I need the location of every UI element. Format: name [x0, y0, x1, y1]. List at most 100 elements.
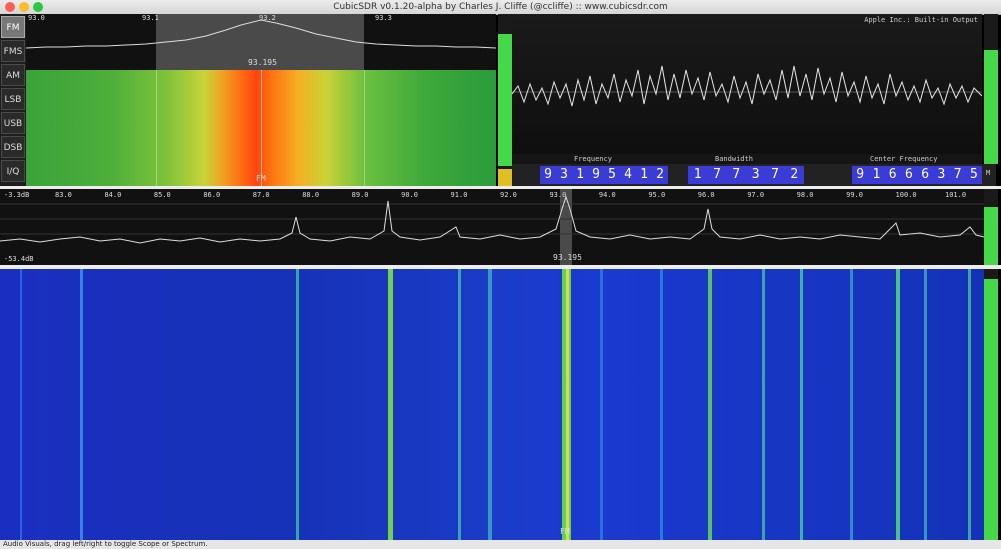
minimize-window-button[interactable] — [19, 2, 29, 12]
center-frequency-digit[interactable]: 5 — [969, 167, 978, 182]
center-frequency-digit[interactable]: 9 — [856, 167, 865, 182]
waterfall-signal-trace — [708, 269, 712, 540]
demod-tick: 93.0 — [28, 14, 45, 22]
frequency-digit[interactable]: 1 — [640, 167, 648, 182]
waterfall-speed-meter[interactable] — [984, 269, 998, 540]
frequency-digit[interactable]: 4 — [624, 167, 632, 182]
frequency-digit[interactable]: 9 — [592, 167, 600, 182]
spectrum-gain-level — [984, 207, 998, 265]
frequency-digit[interactable]: 2 — [656, 167, 664, 182]
spectrum-gain-meter[interactable] — [984, 189, 998, 265]
frequency-axis-tick: 89.0 — [351, 191, 369, 199]
squelch-indicator — [498, 169, 512, 186]
frequency-axis-tick: 100.0 — [895, 191, 917, 199]
waterfall-signal-trace — [896, 269, 900, 540]
status-bar: Audio Visuals, drag left/right to toggle… — [0, 540, 1001, 549]
bandwidth-digit[interactable]: 7 — [713, 167, 721, 182]
frequency-axis-tick: 83.0 — [55, 191, 72, 199]
spectrum-frequency-label: 93.195 — [553, 253, 582, 262]
main-waterfall[interactable]: FM — [0, 269, 984, 540]
demod-bandwidth-highlight — [156, 14, 364, 70]
bandwidth-digit[interactable]: 3 — [751, 167, 760, 182]
demod-spectrum-trace — [26, 19, 496, 49]
zoom-window-button[interactable] — [33, 2, 43, 12]
frequency-digit[interactable]: 9 — [544, 167, 552, 182]
splitter-bottom[interactable] — [0, 265, 1001, 269]
frequency-axis-tick: 90.0 — [401, 191, 418, 199]
center-frequency-label: Center Frequency — [870, 155, 938, 163]
close-window-button[interactable] — [5, 2, 15, 12]
active-channel-highlight — [560, 189, 572, 265]
demod-gain-meter[interactable] — [498, 14, 512, 186]
audio-level-meter[interactable] — [984, 14, 998, 164]
frequency-axis-tick: 92.0 — [500, 191, 517, 199]
audio-level-fill — [984, 50, 998, 164]
audio-scope[interactable]: Apple Inc.: Built-in Output — [512, 14, 982, 164]
mode-lsb-button[interactable]: LSB — [1, 88, 25, 110]
waterfall-signal-trace — [388, 269, 393, 540]
demod-waterfall-marker: FM — [256, 174, 266, 183]
center-frequency-marker — [261, 70, 262, 186]
waterfall-signal-trace — [566, 269, 569, 540]
waterfall-signal-trace — [924, 269, 927, 540]
bandwidth-marker-left — [156, 70, 157, 186]
frequency-axis-tick: 99.0 — [846, 191, 863, 199]
waterfall-signal-trace — [800, 269, 803, 540]
frequency-digit[interactable]: 3 — [560, 167, 568, 182]
frequency-label: Frequency — [574, 155, 612, 163]
mode-usb-button[interactable]: USB — [1, 112, 25, 134]
demod-tick: 93.2 — [259, 14, 276, 22]
bandwidth-digit[interactable]: 7 — [771, 167, 779, 182]
frequency-axis-tick: 101.0 — [945, 191, 967, 199]
waterfall-signal-trace — [660, 269, 663, 540]
splitter-top[interactable] — [0, 186, 1001, 189]
frequency-digit[interactable]: 5 — [608, 167, 616, 182]
waterfall-signal-trace — [20, 269, 22, 540]
waterfall-signal-trace — [968, 269, 971, 540]
demod-tick: 93.3 — [375, 14, 392, 22]
frequency-axis-tick: 87.0 — [252, 191, 270, 199]
waterfall-signal-trace — [850, 269, 853, 540]
center-frequency-digit[interactable]: 6 — [904, 167, 913, 182]
frequency-axis-tick: 94.0 — [598, 191, 616, 199]
waterfall-signal-trace — [458, 269, 461, 540]
waterfall-marker: FM — [560, 527, 570, 536]
frequency-axis-tick: 85.0 — [153, 191, 171, 199]
demod-spectrum[interactable]: 93.0 93.1 93.2 93.3 93.195 — [26, 14, 496, 70]
center-frequency-digit[interactable]: 1 — [872, 167, 881, 182]
bandwidth-digit[interactable]: 2 — [790, 167, 799, 182]
bandwidth-label: Bandwidth — [715, 155, 753, 163]
waterfall-signal-trace — [80, 269, 83, 540]
center-frequency-digit[interactable]: 3 — [937, 167, 946, 182]
mode-fm-button[interactable]: FM — [1, 16, 25, 38]
mode-fms-button[interactable]: FMS — [1, 40, 25, 62]
frequency-unit-box: M — [982, 164, 996, 186]
mode-iq-button[interactable]: I/Q — [1, 160, 25, 182]
demod-waterfall[interactable]: FM — [26, 70, 496, 186]
center-frequency-digit[interactable]: 6 — [921, 167, 930, 182]
bandwidth-digit[interactable]: 1 — [693, 167, 702, 182]
mode-dsb-button[interactable]: DSB — [1, 136, 25, 158]
demod-gain-level — [498, 34, 512, 166]
center-frequency-digit[interactable]: 6 — [888, 167, 897, 182]
frequency-axis-tick: 95.0 — [648, 191, 666, 199]
audio-waveform — [512, 65, 982, 107]
frequency-axis-tick: 98.0 — [796, 191, 814, 199]
readout-labels: Frequency Bandwidth Center Frequency — [512, 154, 982, 164]
frequency-digit[interactable]: 1 — [576, 167, 584, 182]
frequency-axis-tick: 96.0 — [697, 191, 715, 199]
center-frequency-digit[interactable]: 7 — [953, 167, 962, 182]
frequency-axis-tick: 84.0 — [104, 191, 122, 199]
frequency-unit-label: M — [986, 169, 991, 177]
main-spectrum-trace — [0, 195, 984, 244]
window-title: CubicSDR v0.1.20-alpha by Charles J. Cli… — [333, 2, 668, 12]
bandwidth-digit[interactable]: 7 — [732, 167, 741, 182]
main-spectrum[interactable]: -3.3dB -53.4dB 83.0 84.0 85.0 86.0 87.0 88.0 8… — [0, 189, 984, 265]
waterfall-signal-trace — [296, 269, 299, 540]
mode-am-button[interactable]: AM — [1, 64, 25, 86]
db-max-label: -3.3dB — [4, 191, 30, 199]
